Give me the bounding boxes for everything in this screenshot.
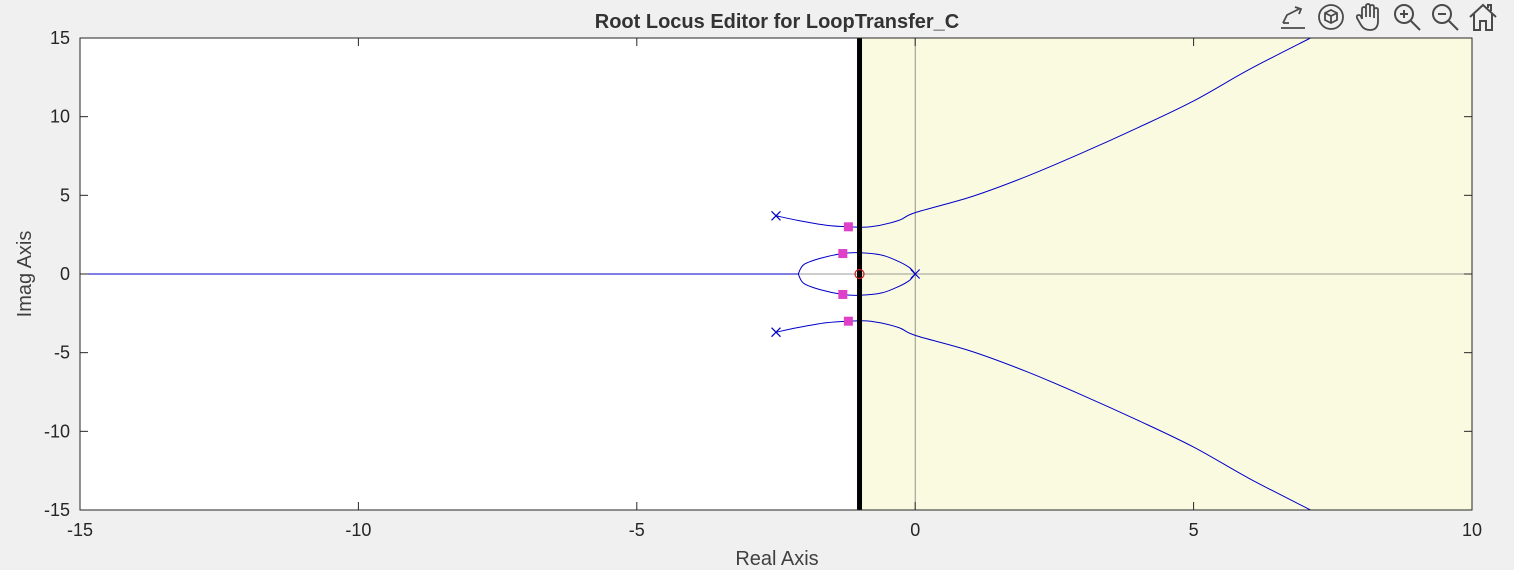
zoom-in-button[interactable] (1388, 0, 1426, 34)
open-loop-pole-2 (771, 327, 781, 338)
home-icon (1469, 3, 1497, 31)
brush-export-icon (1281, 6, 1305, 29)
open-loop-pole-1 (771, 210, 781, 221)
brush-export-button[interactable] (1274, 0, 1312, 34)
y-tick-label: -10 (44, 421, 70, 441)
x-tick-label: 5 (1189, 520, 1199, 540)
x-axis-label: Real Axis (735, 548, 818, 570)
open-loop-pole-3 (910, 269, 921, 279)
y-tick-label: 15 (50, 28, 70, 48)
locus-markers[interactable] (771, 210, 921, 338)
y-tick-label: -5 (54, 343, 70, 363)
rotate-3d-button[interactable] (1312, 0, 1350, 34)
pan-button[interactable] (1350, 0, 1388, 34)
x-tick-label: -5 (629, 520, 645, 540)
open-loop-zero-1 (854, 268, 865, 280)
y-axis-label: Imag Axis (14, 231, 36, 318)
closed-loop-pole-3 (838, 249, 848, 259)
x-tick-label: -15 (67, 520, 93, 540)
x-tick-label: 10 (1462, 520, 1482, 540)
zoom-out-button[interactable] (1426, 0, 1464, 34)
axis-ticks: -15 -10 -5 0 5 10 -15 -10 -5 0 5 10 15 (44, 28, 1482, 540)
x-tick-label: 0 (910, 520, 920, 540)
locus-branch-5 (775, 320, 1311, 511)
closed-loop-pole-2 (843, 316, 853, 326)
axes-toolbar (1242, 0, 1514, 34)
x-tick-label: -10 (345, 520, 371, 540)
zoom-in-icon (1394, 4, 1421, 31)
locus-branches[interactable] (79, 37, 1311, 511)
y-tick-label: 0 (60, 264, 70, 284)
closed-loop-pole-1 (843, 222, 853, 232)
plot-axes[interactable]: -15 -10 -5 0 5 10 -15 -10 -5 0 5 10 15 (44, 28, 1482, 540)
home-button[interactable] (1464, 0, 1502, 34)
rotate-3d-icon (1318, 4, 1344, 30)
y-tick-label: 10 (50, 107, 70, 127)
chart-title: Root Locus Editor for LoopTransfer_C (595, 11, 959, 33)
closed-loop-pole-4 (838, 289, 848, 299)
y-tick-label: -15 (44, 500, 70, 520)
y-tick-label: 5 (60, 185, 70, 205)
pan-hand-icon (1355, 3, 1379, 31)
zoom-out-icon (1432, 4, 1459, 31)
locus-branch-4 (775, 37, 1311, 228)
